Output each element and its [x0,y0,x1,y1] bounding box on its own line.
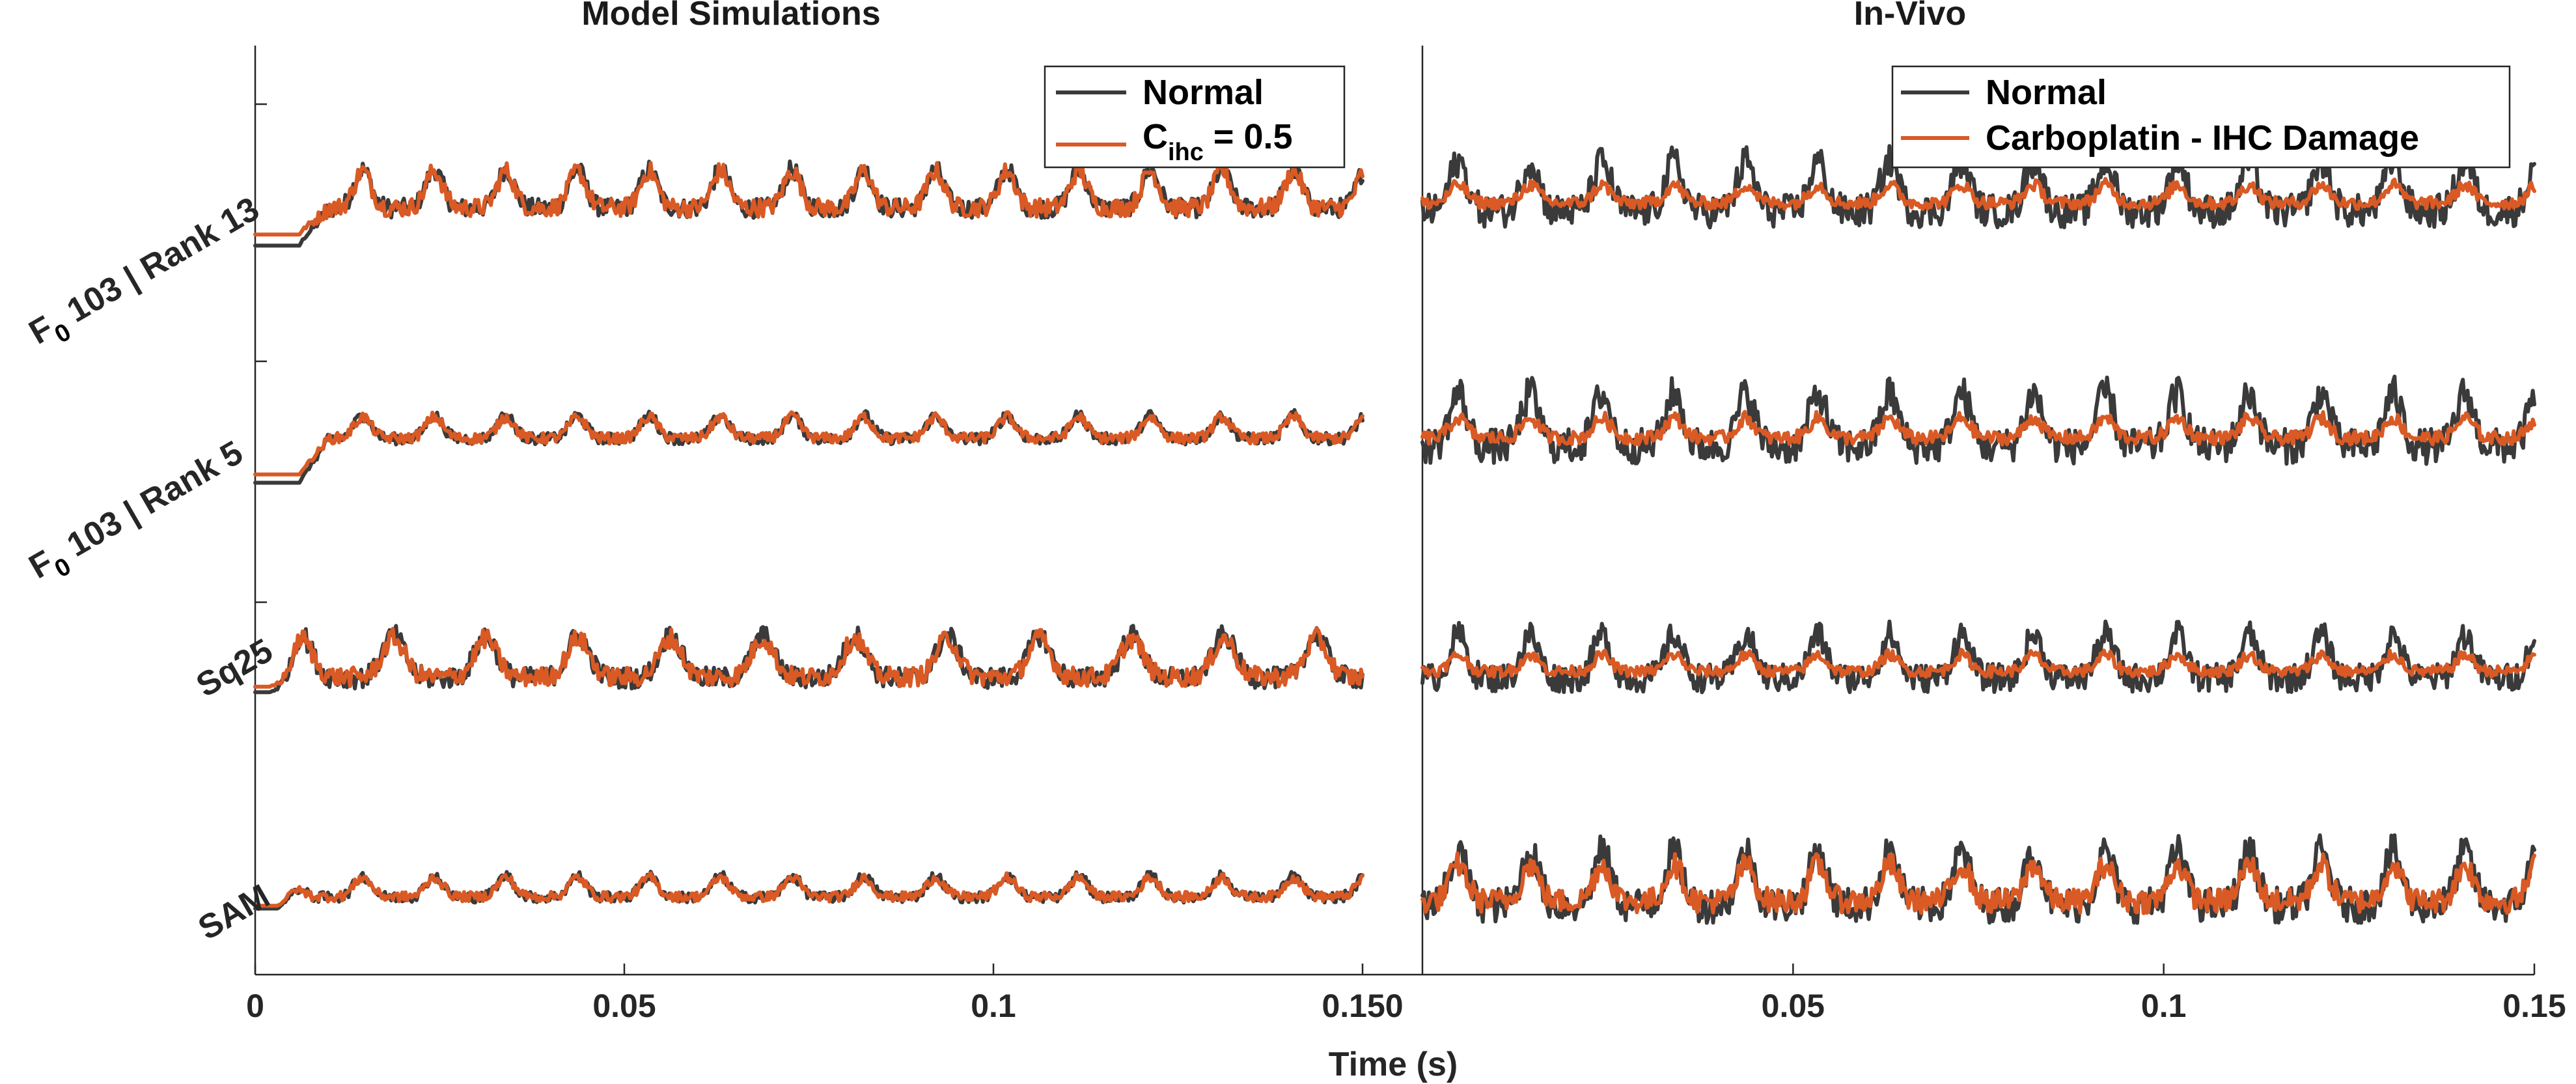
panel-title-invivo: In-Vivo [1854,0,1966,33]
trace-impaired-row-2 [1420,410,2536,447]
x-tick-label: 0.15 [2502,988,2566,1024]
x-tick-label: 0.1 [971,988,1016,1024]
x-tick-label: 0.05 [1762,988,1825,1024]
trace-normal-row-4 [1420,833,2536,925]
model-traces [253,158,1364,911]
trace-impaired-row-3 [253,626,1364,689]
model-x-ticks: 0 0.05 0.1 0.150 [246,103,1404,1024]
panel-model-simulations: Model Simulations 0 0.05 0.1 0.150 Normal C… [246,0,1403,1024]
trace-impaired-row-1 [253,161,1364,237]
legend-label-cihc-main: C [1143,117,1168,156]
trace-normal-row-3 [1420,619,2536,695]
trace-normal-row-2 [1420,374,2536,466]
model-legend: Normal Cihc = 0.5 [1044,65,1346,169]
legend-label-normal: Normal [1143,73,1264,112]
legend-label-cihc-rest: = 0.5 [1204,117,1293,156]
panel-title-model: Model Simulations [581,0,880,33]
invivo-traces [1420,143,2536,925]
trace-normal-row-2 [253,408,1364,485]
row-labels: F0 103 | Rank 13 F0 103 | Rank 5 Sq25 SA… [23,190,279,948]
trace-impaired-row-4 [1420,852,2536,915]
row-label-rank5: F0 103 | Rank 5 [23,434,253,594]
panel-in-vivo: In-Vivo 0.05 0.1 0.15 Normal Carboplatin -… [1420,0,2566,1024]
x-tick-label: 0.05 [592,988,656,1024]
row-label-rank13-rest: 103 | Rank 13 [53,190,266,335]
invivo-legend-box [1891,65,2511,169]
trace-normal-row-1 [1420,143,2536,230]
legend-label-invivo-normal: Normal [1986,73,2107,112]
invivo-x-ticks: 0.05 0.1 0.15 [1762,964,2566,1024]
trace-impaired-row-2 [253,410,1364,477]
trace-impaired-row-4 [253,871,1364,908]
x-tick-label: 0 [246,988,264,1024]
x-axis-label: Time (s) [1329,1046,1458,1083]
x-tick-label: 0.150 [1322,988,1403,1024]
row-label-sam: SAM [192,877,276,947]
row-label-rank5-rest: 103 | Rank 5 [53,434,249,569]
legend-label-cihc: Cihc = 0.5 [1143,117,1293,166]
model-legend-box [1044,65,1346,169]
legend-label-carboplatin: Carboplatin - IHC Damage [1986,118,2419,158]
invivo-legend: Normal Carboplatin - IHC Damage [1891,65,2511,169]
row-label-rank13: F0 103 | Rank 13 [23,190,270,359]
trace-impaired-row-3 [1420,647,2536,679]
x-tick-label: 0.1 [2141,988,2187,1024]
trace-impaired-row-1 [1420,176,2536,212]
legend-label-cihc-sub: ihc [1168,139,1204,166]
